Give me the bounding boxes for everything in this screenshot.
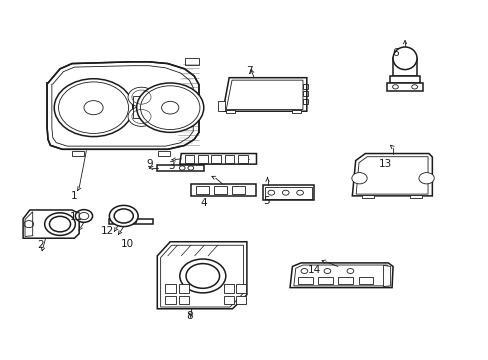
Text: 12: 12 <box>101 226 114 236</box>
Circle shape <box>128 87 155 107</box>
Polygon shape <box>157 165 203 171</box>
Polygon shape <box>165 284 176 293</box>
Polygon shape <box>198 155 207 163</box>
Circle shape <box>185 264 219 288</box>
Polygon shape <box>109 219 153 224</box>
Text: 11: 11 <box>70 212 83 222</box>
Polygon shape <box>338 277 352 284</box>
Polygon shape <box>289 263 392 288</box>
Polygon shape <box>72 151 84 156</box>
Polygon shape <box>361 195 373 198</box>
Polygon shape <box>224 284 233 293</box>
Polygon shape <box>351 154 431 196</box>
Polygon shape <box>180 154 256 164</box>
Polygon shape <box>238 155 247 163</box>
Polygon shape <box>386 83 423 91</box>
Polygon shape <box>211 155 221 163</box>
Polygon shape <box>358 277 372 284</box>
Text: 7: 7 <box>245 66 252 76</box>
Polygon shape <box>195 186 208 194</box>
Polygon shape <box>392 58 416 76</box>
Text: 14: 14 <box>307 265 320 275</box>
Text: 1: 1 <box>71 191 78 201</box>
Polygon shape <box>383 265 390 287</box>
Polygon shape <box>23 210 79 238</box>
Polygon shape <box>184 155 194 163</box>
Circle shape <box>418 172 433 184</box>
Circle shape <box>128 107 155 126</box>
Polygon shape <box>318 277 332 284</box>
Circle shape <box>114 209 133 223</box>
Polygon shape <box>179 284 189 293</box>
Polygon shape <box>179 296 189 304</box>
Polygon shape <box>298 277 312 284</box>
Text: 4: 4 <box>200 198 206 208</box>
Circle shape <box>75 210 92 222</box>
Circle shape <box>54 79 133 136</box>
Text: 2: 2 <box>38 240 44 250</box>
Polygon shape <box>223 78 306 111</box>
Text: 6: 6 <box>391 48 398 58</box>
Ellipse shape <box>392 47 416 69</box>
Circle shape <box>44 213 75 235</box>
Polygon shape <box>226 110 234 113</box>
Polygon shape <box>224 296 233 304</box>
Text: 8: 8 <box>186 311 192 321</box>
Polygon shape <box>213 186 227 194</box>
Text: 9: 9 <box>146 159 153 169</box>
Circle shape <box>109 206 138 226</box>
Polygon shape <box>262 185 313 200</box>
Polygon shape <box>409 195 421 198</box>
Polygon shape <box>389 76 420 83</box>
Circle shape <box>49 216 70 232</box>
Polygon shape <box>224 155 234 163</box>
Polygon shape <box>236 296 245 304</box>
Text: 3: 3 <box>168 161 175 171</box>
Polygon shape <box>232 186 245 194</box>
Polygon shape <box>47 62 199 149</box>
Circle shape <box>136 83 203 132</box>
Text: 5: 5 <box>262 196 269 206</box>
Text: 13: 13 <box>379 159 392 169</box>
Circle shape <box>351 172 366 184</box>
Polygon shape <box>158 151 170 156</box>
Polygon shape <box>236 284 245 293</box>
Polygon shape <box>165 296 176 304</box>
Polygon shape <box>292 110 301 113</box>
Circle shape <box>180 259 225 293</box>
Polygon shape <box>157 242 246 309</box>
Polygon shape <box>218 100 225 111</box>
Text: 10: 10 <box>121 239 134 248</box>
Polygon shape <box>190 184 256 196</box>
